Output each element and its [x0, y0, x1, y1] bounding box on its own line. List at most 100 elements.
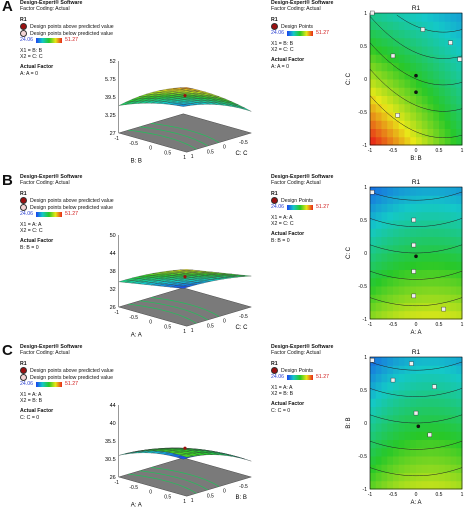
contour-cell — [439, 38, 445, 47]
contour-cell — [428, 71, 434, 80]
contour-cell — [422, 415, 428, 424]
contour-cell — [451, 286, 457, 295]
contour-cell — [382, 294, 388, 303]
contour-cell — [422, 390, 428, 399]
contour-cell — [382, 311, 388, 320]
x-tick-label: -0.5 — [129, 141, 138, 147]
center-design-point — [417, 425, 421, 429]
contour-cell — [405, 220, 411, 229]
contour-cell — [445, 431, 451, 440]
contour-cell — [422, 253, 428, 262]
contour-cell — [439, 21, 445, 30]
contour-cell — [433, 294, 439, 303]
contour-cell — [393, 71, 399, 80]
contour-cell — [382, 390, 388, 399]
contour-cell — [399, 398, 405, 407]
design-point-dot-icon — [271, 197, 278, 204]
contour-cell — [451, 120, 457, 129]
contour-cell — [376, 365, 382, 374]
contour-cell — [387, 204, 393, 213]
contour-cell — [387, 253, 393, 262]
contour-cell — [405, 456, 411, 465]
below-dot-icon — [20, 204, 27, 211]
contour-cell — [428, 187, 434, 196]
contour-cell — [376, 112, 382, 121]
contour-cell — [428, 440, 434, 449]
x-tick-label: 0 — [149, 490, 152, 496]
contour-cell — [416, 415, 422, 424]
contour-cell — [416, 212, 422, 221]
contour-cell — [410, 204, 416, 213]
contour-cell — [399, 54, 405, 63]
contour-cell — [451, 473, 457, 482]
contour-cell — [382, 382, 388, 391]
contour-cell — [428, 112, 434, 121]
contour-cell — [422, 423, 428, 432]
y-axis-label: B: B — [346, 417, 352, 428]
response-surface-plot: 444035.530.526R1-1-0.500.51-1-0.500.51A:… — [105, 362, 255, 512]
contour-cell — [387, 245, 393, 254]
y-tick-label: 1 — [191, 498, 194, 504]
contour-cell — [445, 30, 451, 39]
contour-cell — [393, 187, 399, 196]
contour-cell — [439, 398, 445, 407]
contour-cell — [456, 390, 462, 399]
z-tick-label: 39.5 — [105, 95, 116, 101]
contour-cell — [387, 365, 393, 374]
contour-cell — [376, 261, 382, 270]
contour-cell — [439, 294, 445, 303]
contour-cell — [445, 423, 451, 432]
contour-cell — [422, 440, 428, 449]
x-tick-label: 1 — [461, 148, 464, 154]
contour-cell — [405, 237, 411, 246]
contour-cell — [405, 481, 411, 490]
contour-cell — [405, 398, 411, 407]
contour-cell — [439, 120, 445, 129]
contour-cell — [456, 46, 462, 55]
contour-cell — [428, 38, 434, 47]
contour-cell — [393, 423, 399, 432]
contour-cell — [410, 79, 416, 88]
contour-cell — [382, 30, 388, 39]
contour-cell — [451, 21, 457, 30]
z-tick-label: 33.25 — [105, 113, 116, 119]
x-tick-label: -1 — [368, 492, 373, 498]
y-tick-label: 0 — [364, 251, 367, 257]
contour-cell — [416, 303, 422, 312]
contour-cell — [445, 129, 451, 138]
contour-cell — [399, 30, 405, 39]
contour-cell — [393, 481, 399, 490]
contour-cell — [439, 245, 445, 254]
contour-title: R1 — [412, 349, 421, 356]
panel-label: B — [2, 172, 13, 189]
contour-cell — [451, 212, 457, 221]
contour-cell — [451, 129, 457, 138]
contour-cell — [439, 311, 445, 320]
contour-cell — [393, 87, 399, 96]
contour-cell — [410, 286, 416, 295]
contour-cell — [428, 96, 434, 105]
y-axis-label: C: C — [346, 246, 352, 259]
contour-cell — [376, 448, 382, 457]
contour-cell — [456, 237, 462, 246]
contour-cell — [451, 481, 457, 490]
contour-cell — [416, 440, 422, 449]
contour-cell — [428, 303, 434, 312]
contour-cell — [445, 137, 451, 146]
contour-cell — [422, 129, 428, 138]
contour-cell — [422, 481, 428, 490]
contour-cell — [445, 407, 451, 416]
contour-cell — [399, 137, 405, 146]
contour-cell — [451, 415, 457, 424]
contour-cell — [433, 398, 439, 407]
y-tick-label: 1 — [364, 185, 367, 191]
contour-cell — [376, 212, 382, 221]
contour-cell — [376, 423, 382, 432]
contour-cell — [393, 212, 399, 221]
contour-cell — [428, 456, 434, 465]
contour-cell — [445, 473, 451, 482]
contour-cell — [428, 21, 434, 30]
contour-cell — [439, 456, 445, 465]
design-point — [412, 269, 416, 273]
